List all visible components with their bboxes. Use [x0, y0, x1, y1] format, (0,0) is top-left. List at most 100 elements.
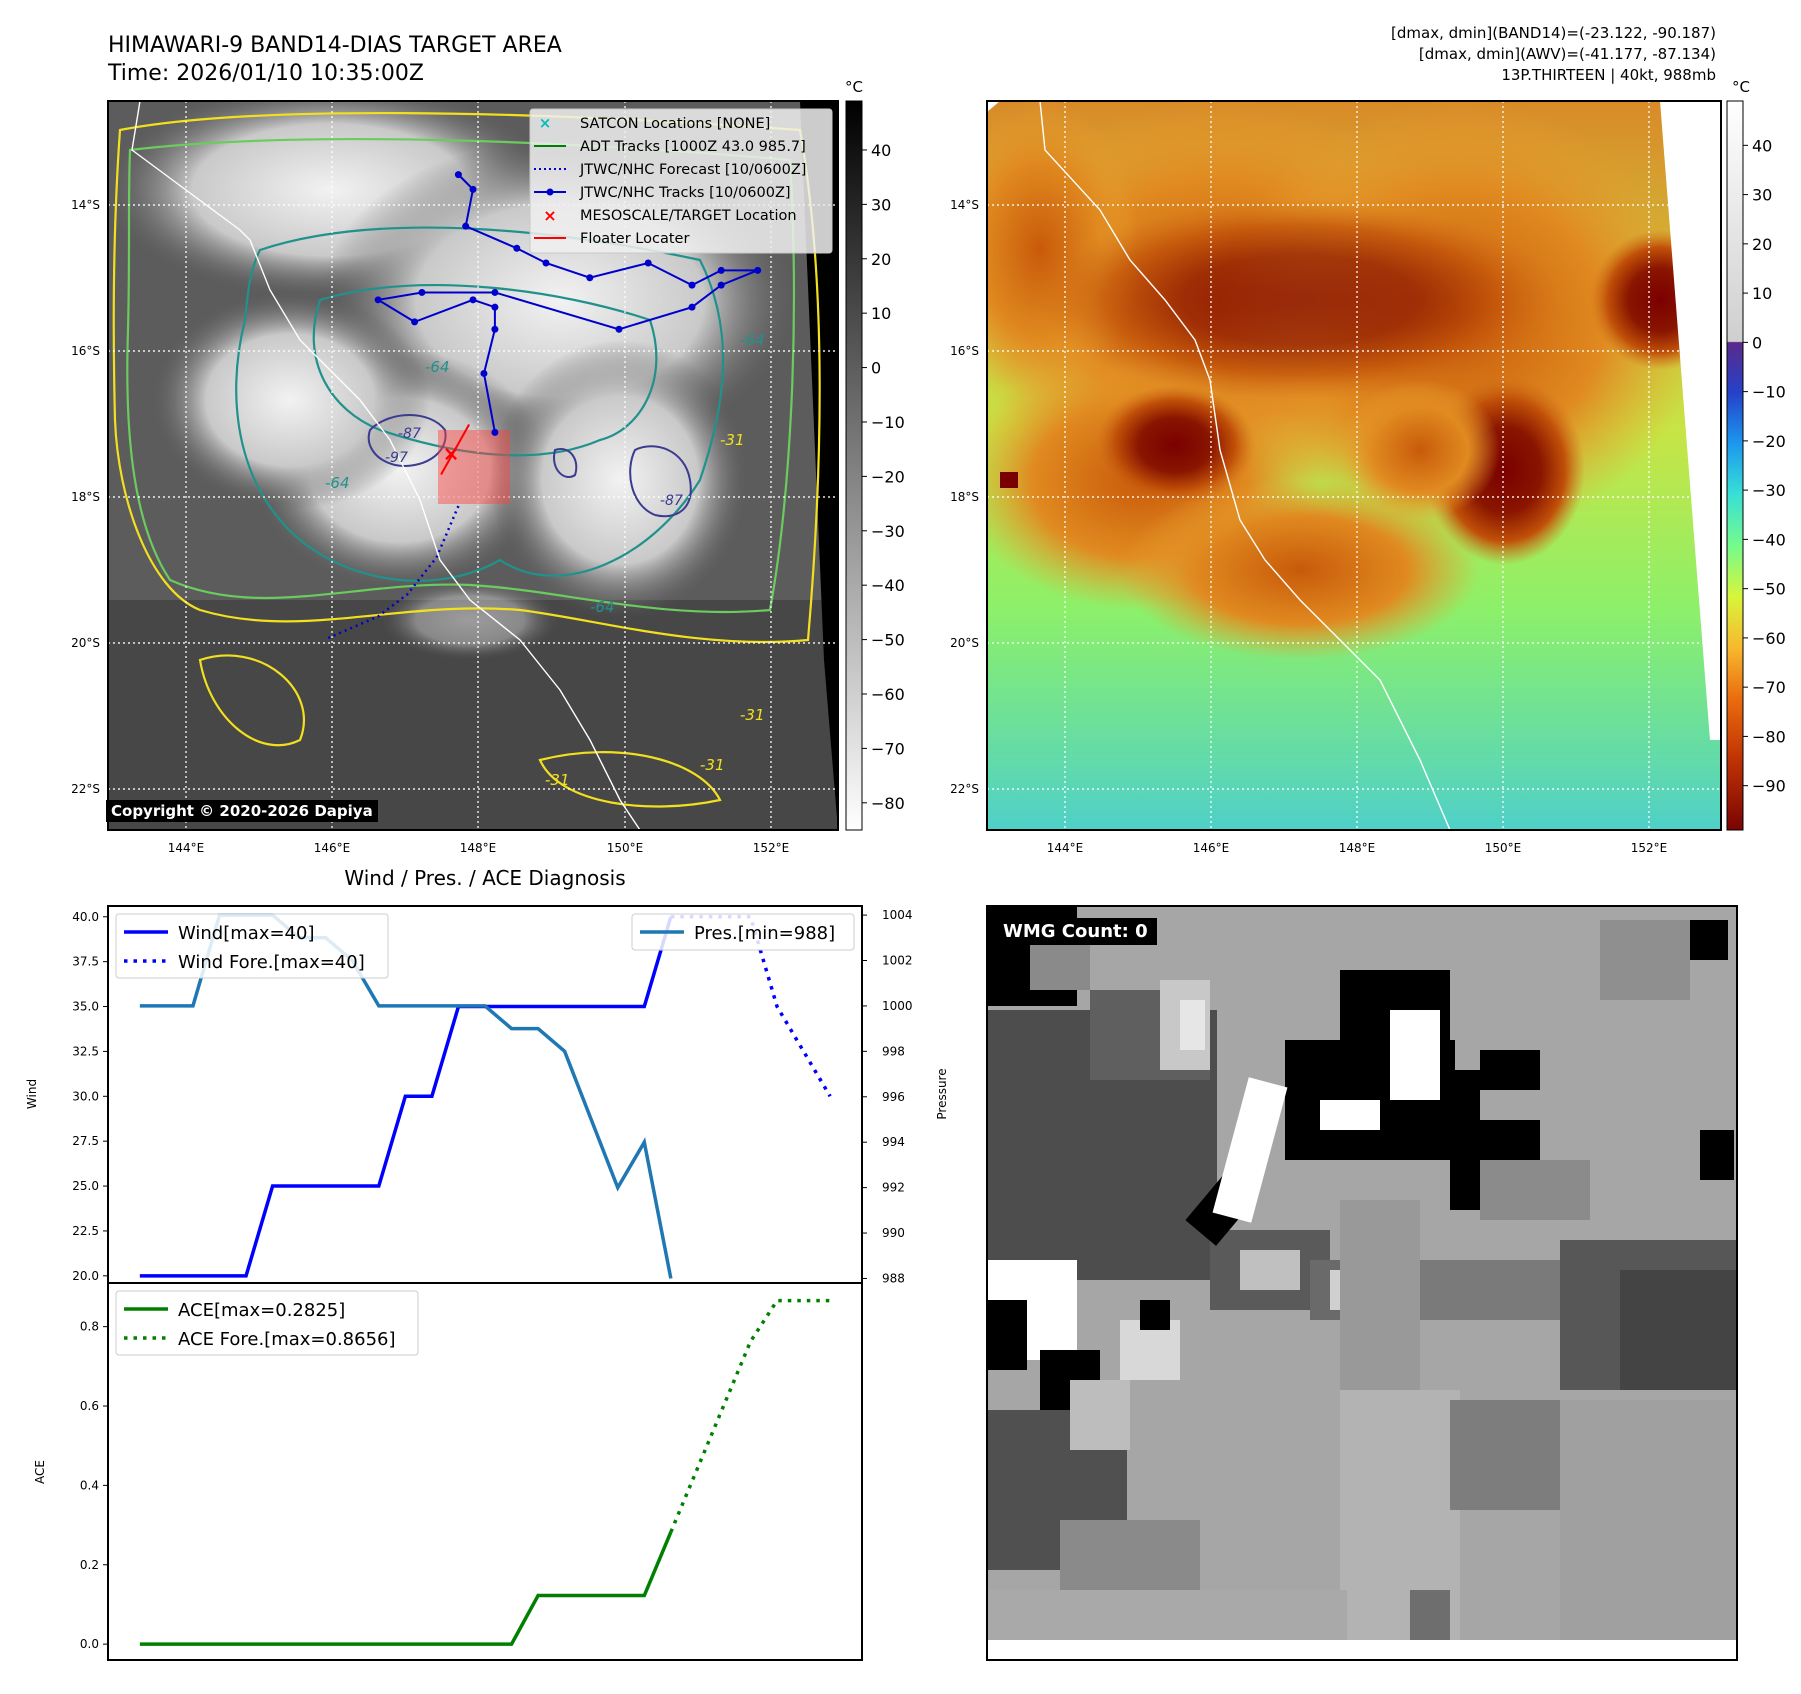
- legend-item: JTWC/NHC Forecast [10/0600Z]: [579, 162, 806, 178]
- contour-label: -64: [590, 598, 615, 616]
- colorbar-tick-label: −10: [1752, 383, 1786, 402]
- colorbar-tick-label: 10: [1752, 284, 1772, 303]
- colorbar-tick-label: 20: [1752, 235, 1772, 254]
- contour-label: -31: [740, 706, 765, 724]
- lat-tick-label: 14°S: [950, 198, 979, 212]
- legend-item: SATCON Locations [NONE]: [580, 116, 770, 132]
- target-x-icon: ×: [443, 441, 460, 465]
- copyright-badge: Copyright © 2020-2026 Dapiya: [106, 800, 378, 822]
- colorbar-tick-label: 20: [871, 250, 891, 269]
- y-tick-label: 0.6: [80, 1399, 99, 1413]
- jtwc-forecast-line: [326, 505, 460, 640]
- jtwc-track-point: [754, 266, 762, 274]
- lon-tick-label: 148°E: [460, 841, 497, 855]
- lat-tick-label: 18°S: [950, 490, 979, 504]
- jtwc-track-point: [469, 185, 477, 193]
- colorbar-tick-label: 40: [1752, 136, 1772, 155]
- jtwc-track-point: [480, 369, 488, 377]
- y-tick-label: 0.0: [80, 1637, 99, 1651]
- pressure-axis-label: Pressure: [935, 1068, 949, 1119]
- jtwc-track-point: [644, 259, 652, 267]
- y-tick-label: 32.5: [72, 1044, 99, 1058]
- contour-label: -31: [700, 756, 725, 774]
- y-tick-label: 0.2: [80, 1558, 99, 1572]
- y-right-tick-label: 996: [882, 1090, 905, 1104]
- y-tick-label: 0.8: [80, 1320, 99, 1334]
- lon-tick-label: 152°E: [753, 841, 790, 855]
- lat-tick-label: 16°S: [71, 344, 100, 358]
- wind-pres-panel: 40.0 37.5 35.0 32.5 30.0 27.5 25.0 22.5 20.0 100…: [25, 905, 949, 1285]
- legend-x-red-icon: ×: [543, 206, 556, 225]
- series-line-1: [669, 1298, 831, 1533]
- colorbar-tick-label: −70: [871, 739, 905, 758]
- jtwc-track-point: [615, 325, 623, 333]
- y-tick-label: 20.0: [72, 1269, 99, 1283]
- ir-colorbar: [845, 100, 863, 831]
- ace-legend: ACE[max=0.2825] ACE Fore.[max=0.8656]: [115, 1290, 419, 1356]
- lat-tick-label: 20°S: [950, 636, 979, 650]
- lat-tick-label: 22°S: [950, 782, 979, 796]
- jtwc-track-point: [717, 266, 725, 274]
- legend-item: ACE Fore.[max=0.8656]: [178, 1329, 396, 1350]
- legend-item: MESOSCALE/TARGET Location: [580, 208, 797, 224]
- y-tick-label: 22.5: [72, 1224, 99, 1238]
- y-right-tick-label: 1002: [882, 954, 913, 968]
- colorbar-tick-label: 10: [871, 304, 891, 323]
- y-right-tick-label: 1004: [882, 908, 913, 922]
- lon-tick-label: 152°E: [1631, 841, 1668, 855]
- jtwc-track-point: [688, 303, 696, 311]
- contour-cold-87: [367, 414, 447, 467]
- lon-tick-label: 146°E: [314, 841, 351, 855]
- colorbar-tick-label: −50: [1752, 580, 1786, 599]
- lon-tick-label: 144°E: [1047, 841, 1084, 855]
- colorbar-tick-label: −90: [1752, 777, 1786, 796]
- jtwc-track-point: [491, 428, 499, 436]
- jtwc-track-point: [491, 288, 499, 296]
- figure-title: HIMAWARI-9 BAND14-DIAS TARGET AREA: [108, 33, 562, 58]
- wind-axis-label: Wind: [25, 1079, 39, 1109]
- lon-tick-label: 148°E: [1339, 841, 1376, 855]
- lon-tick-label: 146°E: [1193, 841, 1230, 855]
- awv-colorbar-unit: °C: [1732, 78, 1750, 96]
- y-tick-label: 0.4: [80, 1478, 99, 1492]
- contour-label: -64: [740, 331, 765, 349]
- ir-coastline: [131, 101, 641, 830]
- y-tick-label: 25.0: [72, 1179, 99, 1193]
- colorbar-tick-label: −40: [1752, 530, 1786, 549]
- contour-label: -31: [545, 771, 570, 789]
- y-right-tick-label: 994: [882, 1135, 905, 1149]
- legend-item: ADT Tracks [1000Z 43.0 985.7]: [580, 139, 806, 155]
- y-right-tick-label: 998: [882, 1044, 905, 1058]
- jtwc-track-point: [469, 296, 477, 304]
- y-right-tick-label: 988: [882, 1271, 905, 1285]
- jtwc-track-point: [454, 171, 462, 179]
- legend-item: Floater Locater: [580, 231, 689, 247]
- jtwc-track-point: [491, 325, 499, 333]
- series-line-0: [139, 916, 673, 1278]
- floater-locater-line: [440, 423, 470, 475]
- diagnosis-title: Wind / Pres. / ACE Diagnosis: [344, 866, 625, 890]
- jtwc-track-point: [418, 288, 426, 296]
- y-right-tick-label: 1000: [882, 999, 913, 1013]
- awv-colorbar: [1726, 100, 1744, 831]
- colorbar-tick-label: −10: [871, 413, 905, 432]
- pres-legend: Pres.[min=988]: [631, 913, 855, 951]
- colorbar-tick-label: −60: [1752, 629, 1786, 648]
- colorbar-tick-label: −60: [871, 685, 905, 704]
- legend-item: ACE[max=0.2825]: [178, 1300, 345, 1321]
- legend-item: Wind Fore.[max=40]: [178, 952, 365, 973]
- ir-colorbar-unit: °C: [845, 78, 863, 96]
- y-right-tick-label: 990: [882, 1226, 905, 1240]
- ace-panel: 0.8 0.6 0.4 0.2 0.0 ACE ACE[max=0.2825] ACE …: [33, 1282, 863, 1661]
- ir-legend: × SATCON Locations [NONE] ADT Tracks [10…: [529, 108, 833, 254]
- contour-label: -87: [660, 493, 683, 509]
- info-band14: [dmax, dmin](BAND14)=(-23.122, -90.187): [1391, 24, 1716, 42]
- contour-label: -31: [720, 431, 745, 449]
- contour-label: -87: [398, 426, 421, 442]
- y-tick-label: 30.0: [72, 1089, 99, 1103]
- colorbar-tick-label: 30: [1752, 186, 1772, 205]
- jtwc-track-point: [462, 222, 470, 230]
- colorbar-tick-label: 40: [871, 141, 891, 160]
- legend-item: Wind[max=40]: [178, 923, 315, 944]
